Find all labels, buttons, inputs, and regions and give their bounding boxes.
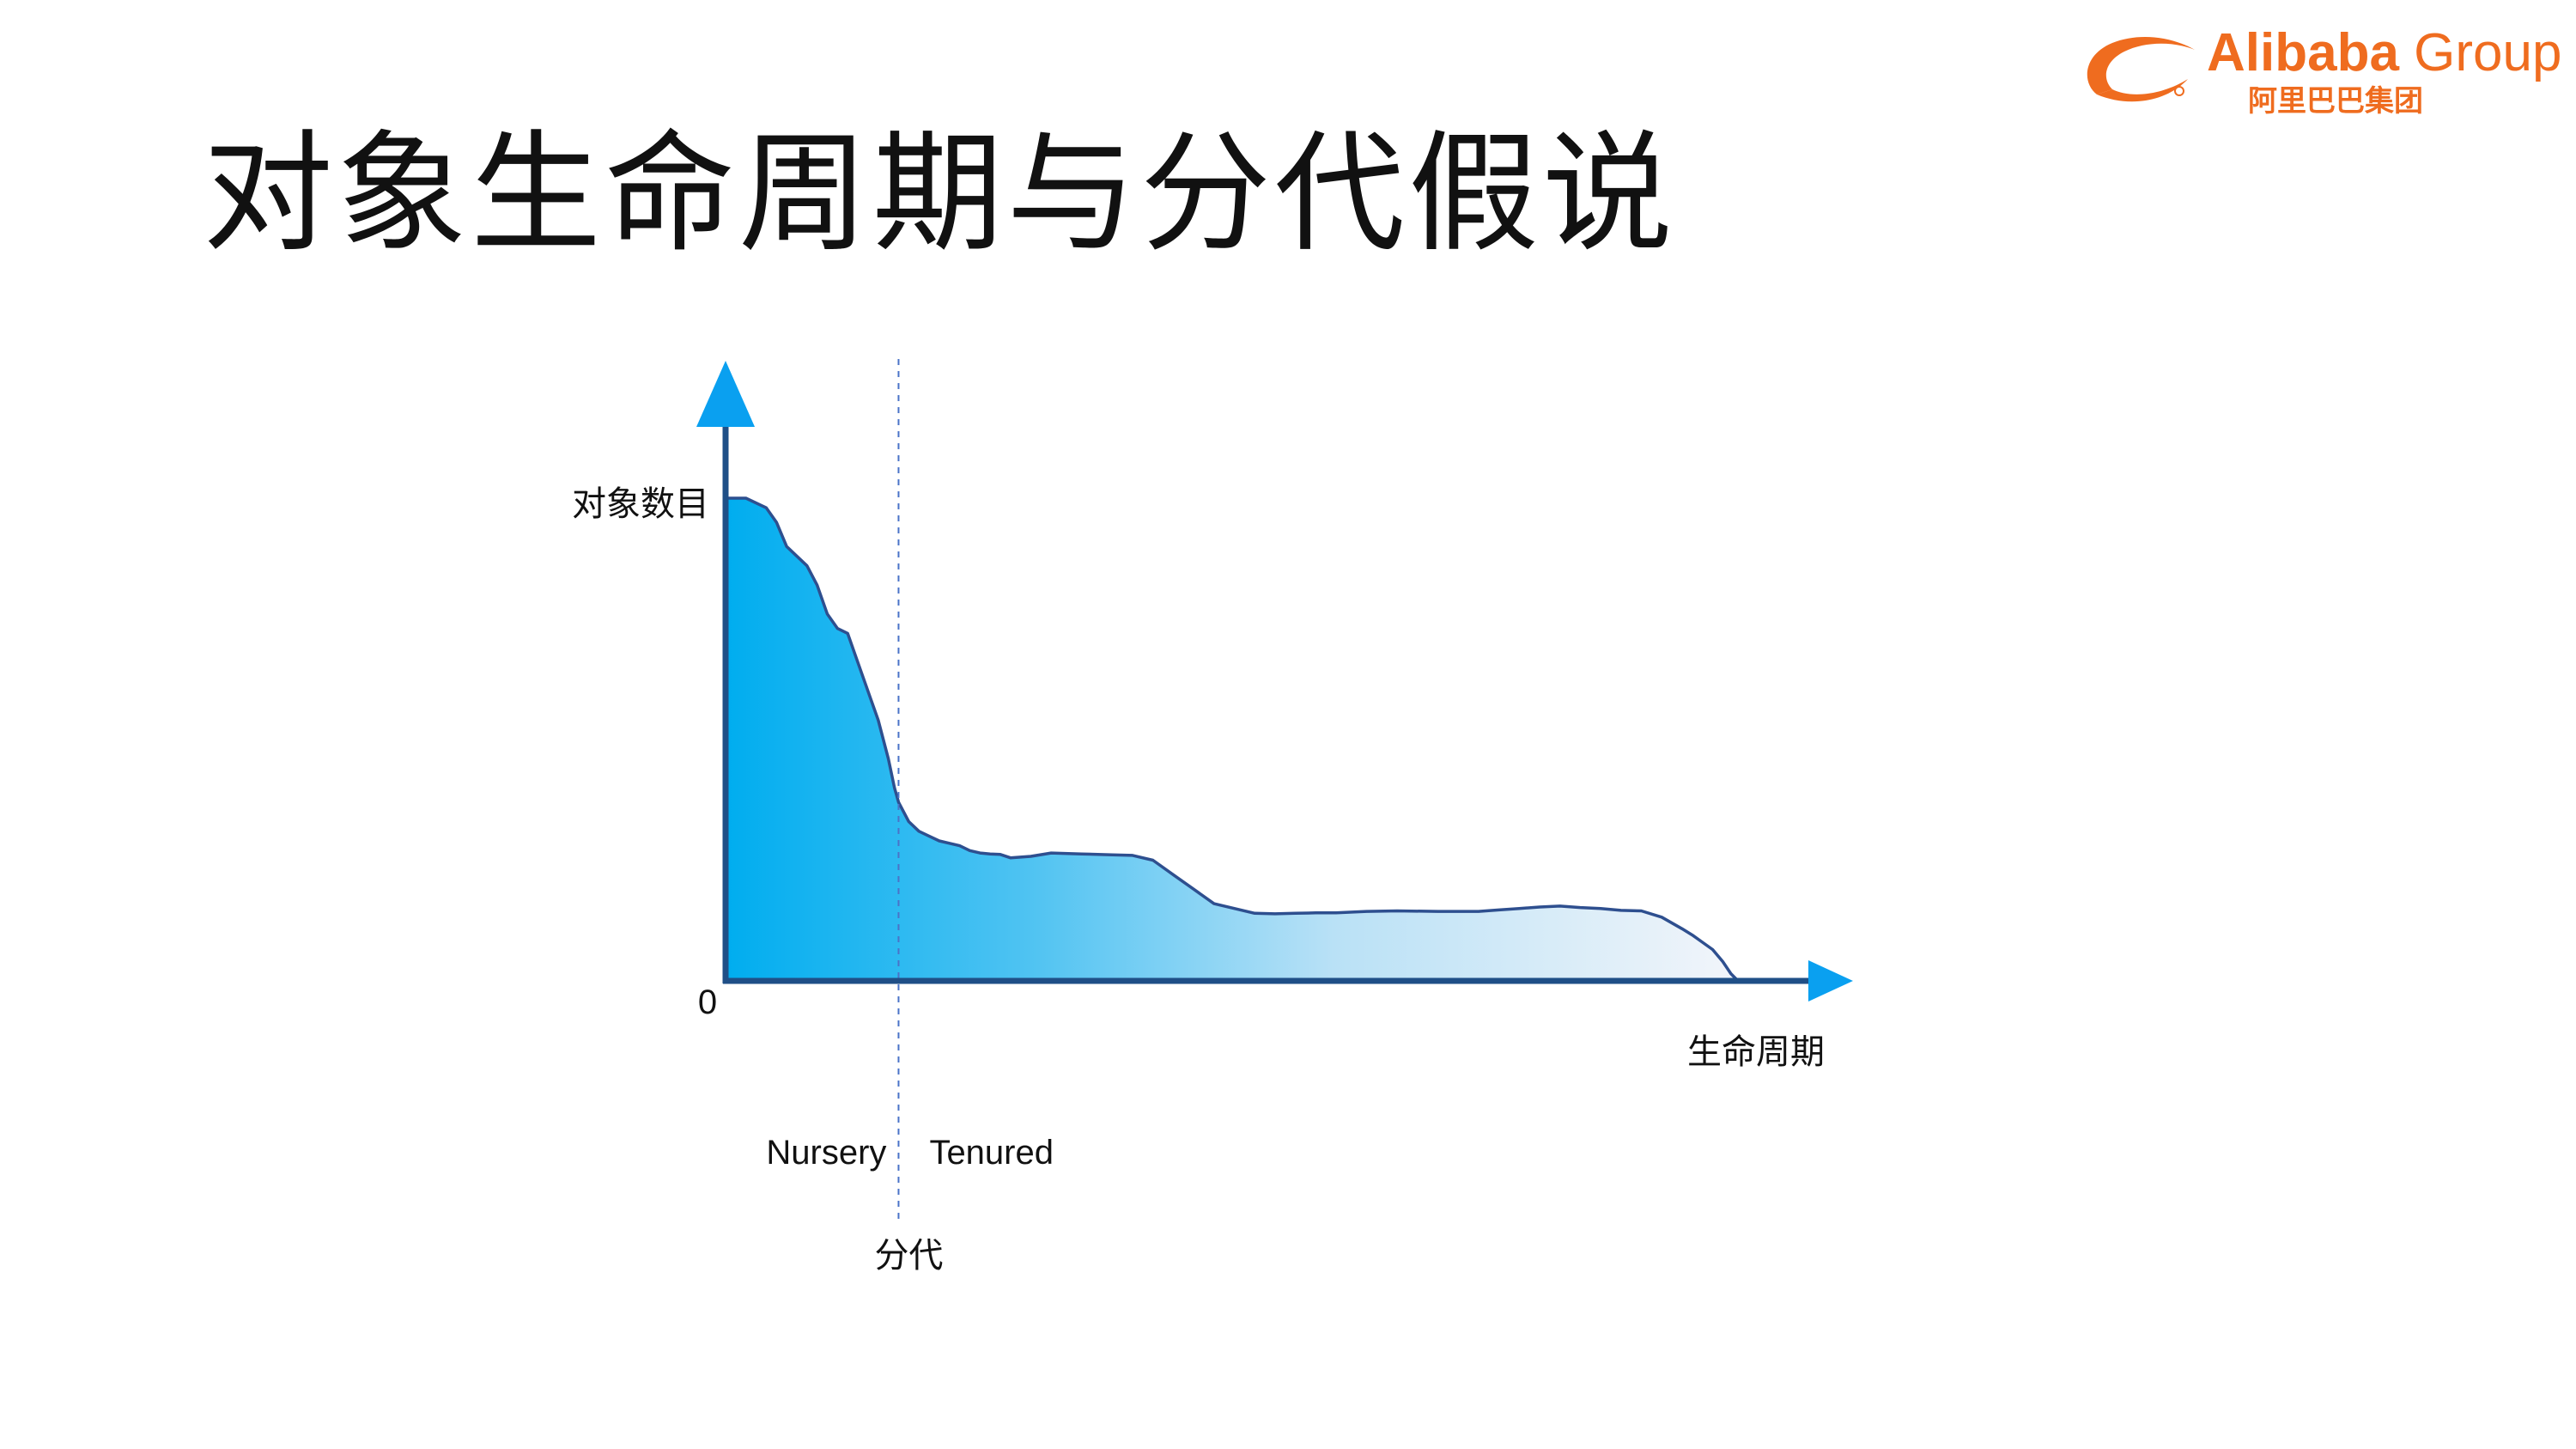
y-axis-label: 对象数目	[572, 484, 709, 524]
divider-label: 分代	[874, 1236, 943, 1275]
origin-label: 0	[698, 983, 717, 1021]
logo-group: Group	[2414, 23, 2562, 82]
series-line	[726, 496, 1740, 983]
y-axis-arrow-icon	[696, 361, 755, 427]
logo-chinese: 阿里巴巴集团	[2248, 84, 2423, 119]
tenured-label: Tenured	[929, 1134, 1054, 1172]
logo-brand: Alibaba	[2207, 23, 2399, 82]
nursery-label: Nursery	[766, 1134, 886, 1172]
x-axis-arrow-icon	[1808, 960, 1853, 1002]
x-axis-label: 生命周期	[1687, 1032, 1825, 1072]
alibaba-smile-icon	[2087, 37, 2195, 102]
slide-title: 对象生命周期与分代假说	[203, 118, 1676, 270]
alibaba-group-logo: Alibaba Group 阿里巴巴集团	[2078, 19, 2562, 119]
area-fill	[726, 498, 1739, 981]
logo-wordmark: Alibaba Group	[2207, 22, 2562, 83]
